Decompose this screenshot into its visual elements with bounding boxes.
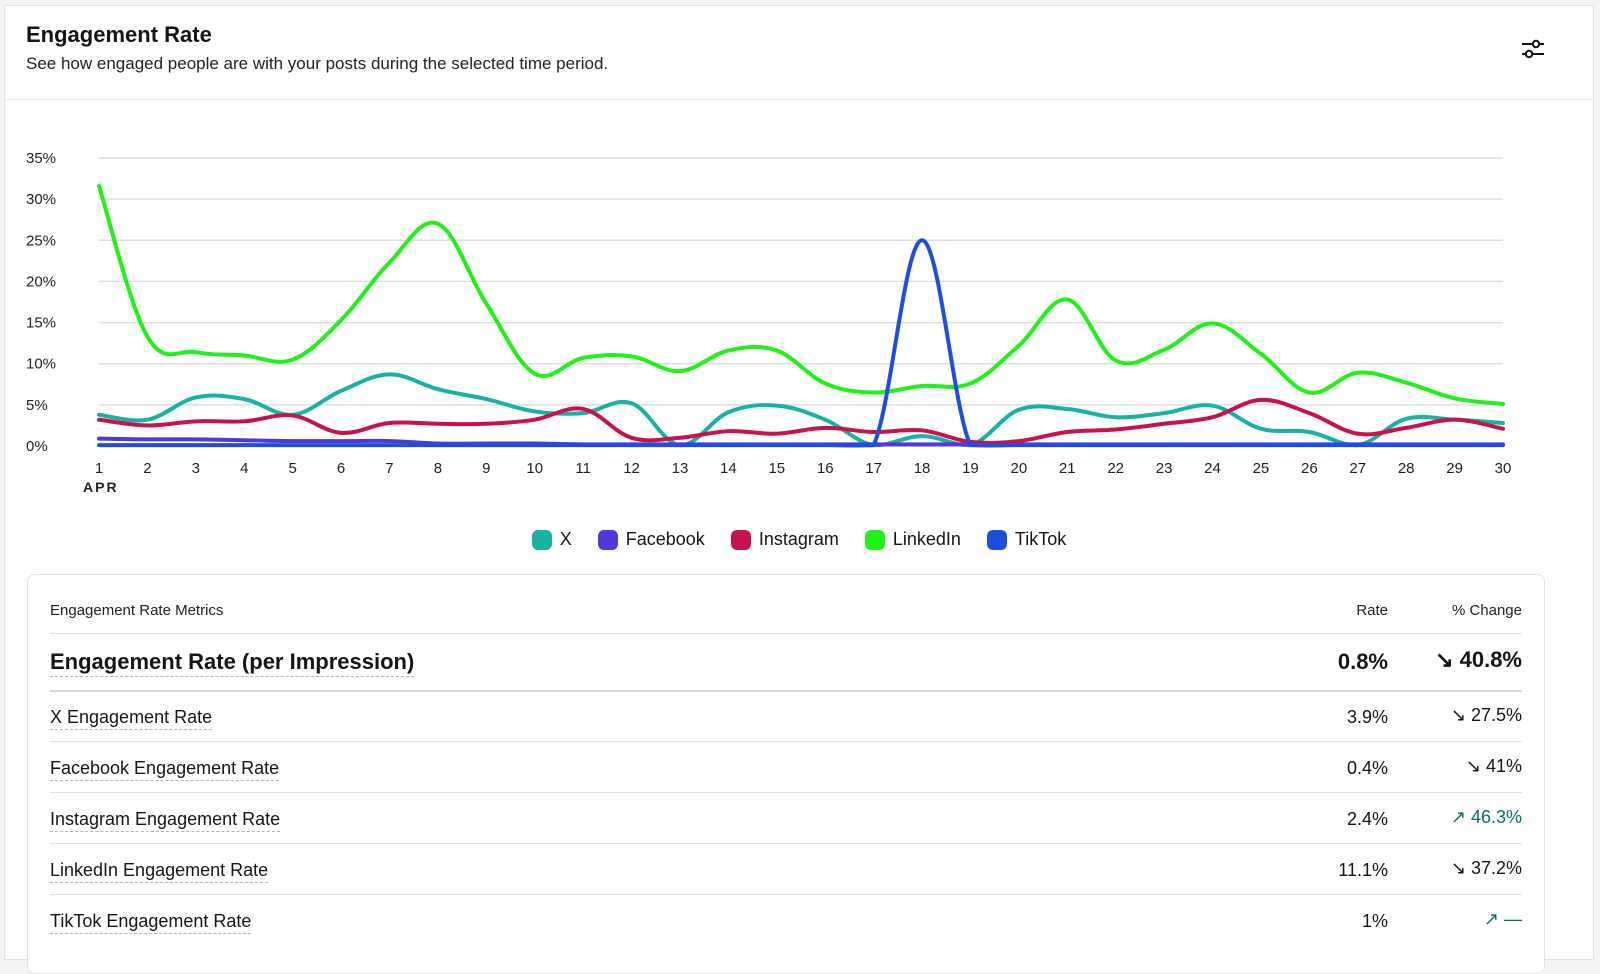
y-tick-label: 5% bbox=[26, 397, 48, 414]
legend-item-instagram[interactable]: Instagram bbox=[730, 529, 839, 550]
metrics-row-facebook: Facebook Engagement Rate 0.4% ↘ 41% bbox=[50, 742, 1522, 793]
metrics-table: Engagement Rate Metrics Rate % Change En… bbox=[27, 574, 1545, 974]
x-tick-label: 2 bbox=[143, 460, 151, 477]
y-tick-label: 30% bbox=[26, 191, 56, 208]
chart-legend: X Facebook Instagram LinkedIn TikTok bbox=[5, 529, 1593, 550]
metric-rate: 0.4% bbox=[1346, 758, 1388, 778]
y-tick-label: 10% bbox=[26, 356, 56, 373]
metric-change: ↗ — bbox=[1483, 909, 1522, 929]
legend-swatch bbox=[597, 529, 618, 550]
x-tick-label: 28 bbox=[1398, 460, 1415, 477]
x-tick-label: 15 bbox=[768, 460, 785, 477]
series-line-x[interactable] bbox=[97, 372, 1505, 448]
grid-lines bbox=[99, 157, 1503, 447]
x-tick-label: 4 bbox=[240, 460, 248, 477]
x-month-label: APR bbox=[83, 479, 119, 495]
sliders-icon bbox=[1522, 39, 1544, 59]
legend-swatch bbox=[531, 529, 552, 550]
y-tick-label: 15% bbox=[26, 315, 56, 332]
metric-rate: 1% bbox=[1361, 911, 1388, 931]
metric-name[interactable]: X Engagement Rate bbox=[50, 707, 213, 730]
x-axis-ticks: 1 2 3 4 5 6 7 8 9 10 11 12 13 14 15 16 17 18 19 20 21 22 23 24 2… bbox=[83, 460, 1511, 495]
card-header: Engagement Rate See how engaged people a… bbox=[5, 6, 1593, 100]
metrics-row-x: X Engagement Rate 3.9% ↘ 27.5% bbox=[50, 691, 1522, 742]
y-tick-label: 0% bbox=[26, 438, 48, 455]
x-tick-label: 8 bbox=[434, 460, 442, 477]
metrics-row-instagram: Instagram Engagement Rate 2.4% ↗ 46.3% bbox=[50, 793, 1522, 844]
metrics-col-change: % Change bbox=[1451, 602, 1522, 619]
x-tick-label: 11 bbox=[575, 460, 591, 477]
metric-rate: 0.8% bbox=[1337, 649, 1388, 674]
metric-name[interactable]: Instagram Engagement Rate bbox=[50, 809, 281, 832]
x-tick-label: 17 bbox=[865, 460, 882, 477]
metric-name[interactable]: LinkedIn Engagement Rate bbox=[50, 860, 269, 883]
legend-swatch bbox=[730, 529, 751, 550]
engagement-rate-card: Engagement Rate See how engaged people a… bbox=[4, 5, 1594, 974]
y-tick-label: 35% bbox=[26, 150, 56, 167]
legend-item-facebook[interactable]: Facebook bbox=[597, 529, 705, 550]
x-tick-label: 16 bbox=[817, 460, 834, 477]
metric-rate: 2.4% bbox=[1346, 809, 1388, 829]
metric-name[interactable]: Engagement Rate (per Impression) bbox=[50, 649, 415, 677]
legend-label: Instagram bbox=[758, 529, 839, 549]
metric-change: ↗ 46.3% bbox=[1450, 807, 1522, 827]
metric-change: ↘ 27.5% bbox=[1450, 705, 1522, 725]
x-tick-label: 20 bbox=[1011, 460, 1028, 477]
x-tick-label: 5 bbox=[288, 460, 296, 477]
chart-settings-button[interactable] bbox=[1515, 31, 1551, 67]
legend-label: Facebook bbox=[625, 529, 705, 549]
x-tick-label: 25 bbox=[1253, 460, 1270, 477]
metric-rate: 3.9% bbox=[1346, 707, 1388, 727]
metric-change: ↘ 40.8% bbox=[1435, 647, 1522, 672]
legend-item-x[interactable]: X bbox=[531, 529, 572, 550]
legend-item-tiktok[interactable]: TikTok bbox=[986, 529, 1067, 550]
metrics-col-name: Engagement Rate Metrics bbox=[50, 602, 224, 619]
x-tick-label: 22 bbox=[1107, 460, 1124, 477]
x-tick-label: 10 bbox=[526, 460, 543, 477]
card-subtitle: See how engaged people are with your pos… bbox=[26, 54, 609, 73]
metric-change: ↘ 41% bbox=[1465, 756, 1522, 776]
series-line-tiktok[interactable] bbox=[97, 238, 1505, 448]
metrics-row-tiktok: TikTok Engagement Rate 1% ↗ — bbox=[50, 895, 1522, 945]
x-tick-label: 29 bbox=[1446, 460, 1463, 477]
x-tick-label: 23 bbox=[1156, 460, 1173, 477]
y-axis-ticks: 0% 5% 10% 15% 20% 25% 30% 35% bbox=[26, 150, 56, 455]
x-tick-label: 6 bbox=[337, 460, 345, 477]
metrics-table-header: Engagement Rate Metrics Rate % Change bbox=[50, 575, 1522, 634]
x-tick-label: 19 bbox=[962, 460, 979, 477]
x-tick-label: 1 bbox=[95, 460, 103, 477]
x-tick-label: 13 bbox=[672, 460, 689, 477]
x-tick-label: 21 bbox=[1059, 460, 1076, 477]
legend-label: TikTok bbox=[1014, 529, 1067, 549]
x-tick-label: 18 bbox=[914, 460, 931, 477]
legend-swatch bbox=[864, 529, 885, 550]
x-tick-label: 12 bbox=[623, 460, 640, 477]
metrics-row-linkedin: LinkedIn Engagement Rate 11.1% ↘ 37.2% bbox=[50, 844, 1522, 895]
metric-name[interactable]: TikTok Engagement Rate bbox=[50, 911, 252, 934]
legend-swatch bbox=[986, 529, 1007, 550]
x-tick-label: 7 bbox=[385, 460, 393, 477]
metric-rate: 11.1% bbox=[1338, 860, 1388, 880]
card-title: Engagement Rate bbox=[26, 22, 212, 47]
legend-label: X bbox=[559, 529, 572, 549]
series-lines bbox=[97, 183, 1505, 448]
engagement-line-chart: 0%5%10%15%20%25%30%35% 1 2 3 4 5 6 7 8 9 10 11 12 13… bbox=[26, 150, 1511, 495]
x-tick-label: 9 bbox=[482, 460, 490, 477]
x-tick-label: 14 bbox=[720, 460, 737, 477]
series-line-instagram[interactable] bbox=[97, 397, 1505, 445]
legend-label: LinkedIn bbox=[892, 529, 961, 549]
metrics-col-rate: Rate bbox=[1356, 602, 1388, 619]
legend-item-linkedin[interactable]: LinkedIn bbox=[864, 529, 961, 550]
x-tick-label: 27 bbox=[1349, 460, 1366, 477]
x-tick-label: 30 bbox=[1495, 460, 1512, 477]
x-tick-label: 3 bbox=[192, 460, 200, 477]
metric-name[interactable]: Facebook Engagement Rate bbox=[50, 758, 280, 781]
y-tick-label: 25% bbox=[26, 232, 56, 249]
metrics-row-total: Engagement Rate (per Impression) 0.8% ↘ … bbox=[50, 633, 1522, 692]
metric-change: ↘ 37.2% bbox=[1450, 858, 1522, 878]
series-line-linkedin[interactable] bbox=[97, 183, 1505, 407]
x-tick-label: 24 bbox=[1204, 460, 1221, 477]
x-tick-label: 26 bbox=[1301, 460, 1318, 477]
y-tick-label: 20% bbox=[26, 273, 56, 290]
